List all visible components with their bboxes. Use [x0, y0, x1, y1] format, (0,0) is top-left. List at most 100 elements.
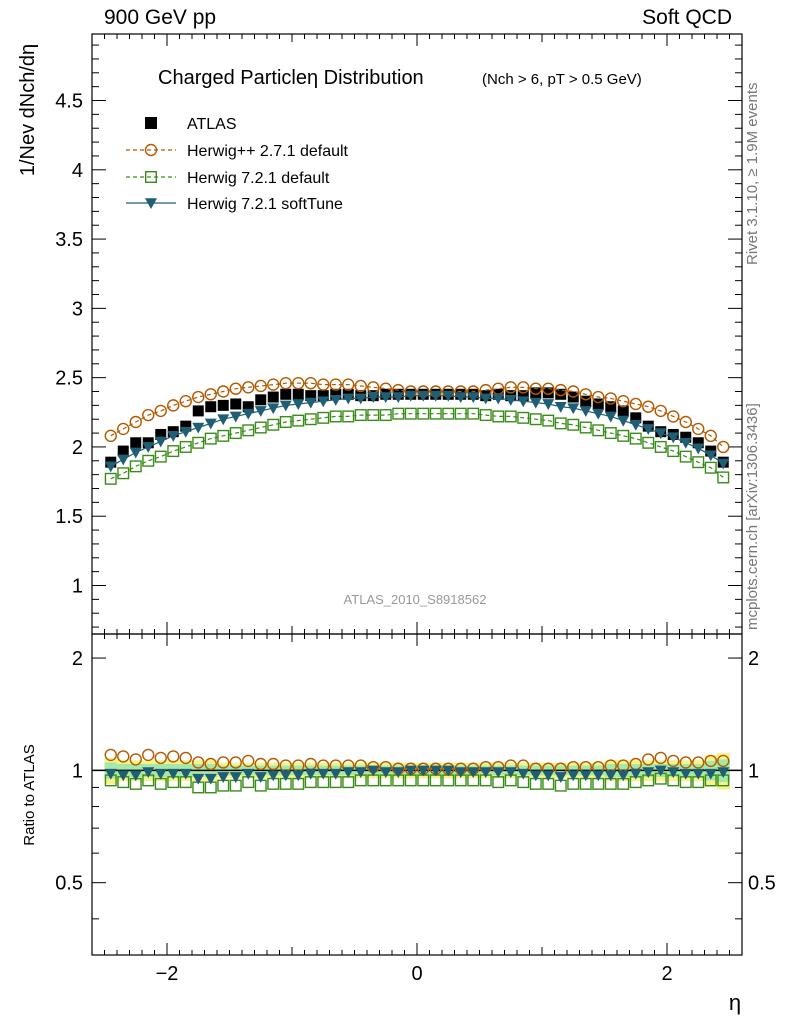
data-point — [654, 404, 667, 418]
data-point — [529, 397, 542, 409]
data-point — [604, 770, 617, 782]
data-point — [717, 767, 730, 778]
data-point — [554, 383, 567, 397]
data-point — [529, 413, 542, 426]
data-point — [204, 388, 217, 401]
data-point — [342, 393, 355, 405]
data-point — [229, 772, 242, 783]
data-point — [217, 429, 230, 442]
data-point — [305, 390, 317, 402]
data-point — [329, 395, 342, 406]
series-line — [110, 382, 724, 448]
data-point — [679, 450, 692, 463]
data-point — [679, 437, 692, 449]
data-point — [117, 770, 130, 782]
data-point — [667, 754, 680, 768]
data-point — [479, 409, 492, 422]
data-point — [642, 753, 655, 766]
data-point — [617, 405, 629, 417]
data-point — [567, 403, 580, 415]
data-point — [192, 405, 204, 417]
data-point — [429, 765, 442, 777]
data-point — [629, 397, 642, 411]
data-point — [129, 447, 142, 459]
data-point — [267, 403, 280, 415]
y-tick-label: 4.5 — [55, 91, 83, 113]
y-tick-label: 1.5 — [55, 506, 83, 528]
data-point — [279, 770, 292, 782]
data-point — [329, 768, 342, 780]
data-point — [604, 427, 617, 440]
ratio-series-2 — [104, 765, 730, 785]
data-point — [192, 756, 205, 769]
data-point — [454, 392, 467, 404]
rivet-version-label: Rivet 3.1.10, ≥ 1.9M events — [744, 82, 761, 266]
data-point — [654, 440, 667, 453]
data-point — [630, 412, 642, 424]
data-point — [692, 756, 705, 769]
data-point — [217, 399, 229, 411]
data-point — [267, 757, 280, 771]
data-point — [529, 770, 542, 782]
data-point — [129, 770, 142, 782]
data-point — [304, 397, 317, 409]
data-point — [129, 460, 142, 473]
data-point — [417, 390, 430, 402]
data-point — [167, 399, 180, 412]
data-point — [667, 410, 680, 423]
data-point — [679, 768, 692, 780]
data-point — [717, 440, 730, 454]
data-point — [304, 413, 317, 426]
data-point — [229, 427, 242, 440]
data-point — [567, 770, 580, 782]
data-point — [529, 382, 542, 395]
data-point — [692, 437, 704, 449]
data-point — [654, 428, 667, 440]
data-point — [167, 768, 180, 780]
data-point — [517, 390, 529, 402]
data-point — [392, 767, 405, 778]
data-point — [592, 408, 605, 420]
data-point — [542, 770, 555, 782]
data-point — [255, 394, 267, 406]
data-point — [592, 424, 605, 437]
data-point — [704, 768, 717, 780]
data-point — [530, 387, 542, 399]
data-point — [254, 406, 267, 417]
legend-label: ATLAS — [187, 116, 237, 133]
data-point — [542, 414, 555, 427]
data-point — [117, 454, 130, 466]
data-point — [154, 436, 167, 448]
data-point — [242, 768, 255, 780]
data-point — [504, 381, 517, 394]
data-point — [667, 767, 680, 778]
data-point — [104, 429, 117, 443]
data-point — [667, 432, 680, 444]
data-point — [117, 422, 130, 436]
data-point — [292, 399, 305, 410]
data-point — [204, 418, 217, 430]
data-point — [492, 410, 505, 423]
data-point — [517, 768, 530, 780]
data-point — [204, 432, 217, 445]
ratio-panel: −2 0 2 η 0.5 0.5 1 1 2 2 Ratio to ATLAS — [21, 633, 776, 1015]
y-tick-label-right: 2 — [748, 648, 759, 670]
data-point — [542, 387, 554, 399]
data-point — [467, 392, 480, 404]
data-point — [154, 450, 167, 463]
data-point — [579, 406, 592, 417]
data-point — [304, 376, 317, 390]
y-tick-label: 2.5 — [55, 368, 83, 390]
data-point — [354, 379, 367, 393]
data-point — [342, 410, 355, 423]
data-point — [517, 411, 530, 424]
data-point — [629, 768, 642, 780]
data-point — [554, 772, 567, 783]
data-point — [204, 773, 217, 785]
data-point — [442, 390, 455, 402]
analysis-watermark: ATLAS_2010_S8918562 — [344, 592, 487, 607]
data-point — [504, 410, 517, 423]
data-point — [280, 388, 292, 400]
data-point — [379, 392, 392, 404]
data-point — [192, 773, 205, 785]
